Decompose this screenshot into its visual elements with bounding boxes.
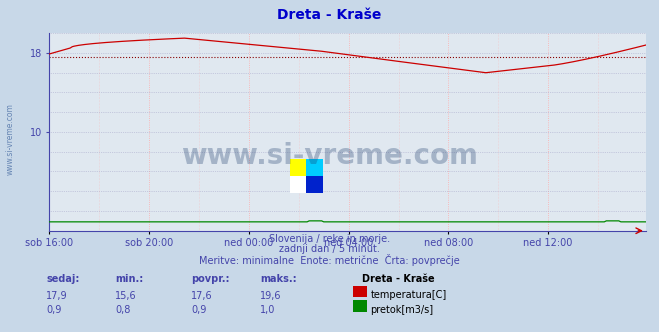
Text: Slovenija / reke in morje.: Slovenija / reke in morje. (269, 234, 390, 244)
Bar (306, 159, 323, 176)
Text: zadnji dan / 5 minut.: zadnji dan / 5 minut. (279, 244, 380, 254)
Text: min.:: min.: (115, 274, 144, 284)
Text: 0,9: 0,9 (191, 305, 206, 315)
Text: sedaj:: sedaj: (46, 274, 80, 284)
Text: temperatura[C]: temperatura[C] (370, 290, 447, 300)
Text: 17,6: 17,6 (191, 290, 213, 300)
Text: Dreta - Kraše: Dreta - Kraše (362, 274, 435, 284)
Bar (290, 176, 306, 193)
Text: pretok[m3/s]: pretok[m3/s] (370, 305, 434, 315)
Text: maks.:: maks.: (260, 274, 297, 284)
Text: Meritve: minimalne  Enote: metrične  Črta: povprečje: Meritve: minimalne Enote: metrične Črta:… (199, 254, 460, 266)
Text: www.si-vreme.com: www.si-vreme.com (181, 142, 478, 170)
Text: 0,8: 0,8 (115, 305, 130, 315)
Text: 17,9: 17,9 (46, 290, 68, 300)
Text: 0,9: 0,9 (46, 305, 61, 315)
Bar (290, 159, 306, 176)
Text: povpr.:: povpr.: (191, 274, 229, 284)
Text: 15,6: 15,6 (115, 290, 137, 300)
Text: Dreta - Kraše: Dreta - Kraše (277, 8, 382, 22)
Bar (306, 176, 323, 193)
Text: 1,0: 1,0 (260, 305, 275, 315)
Text: 19,6: 19,6 (260, 290, 282, 300)
Text: www.si-vreme.com: www.si-vreme.com (5, 104, 14, 175)
